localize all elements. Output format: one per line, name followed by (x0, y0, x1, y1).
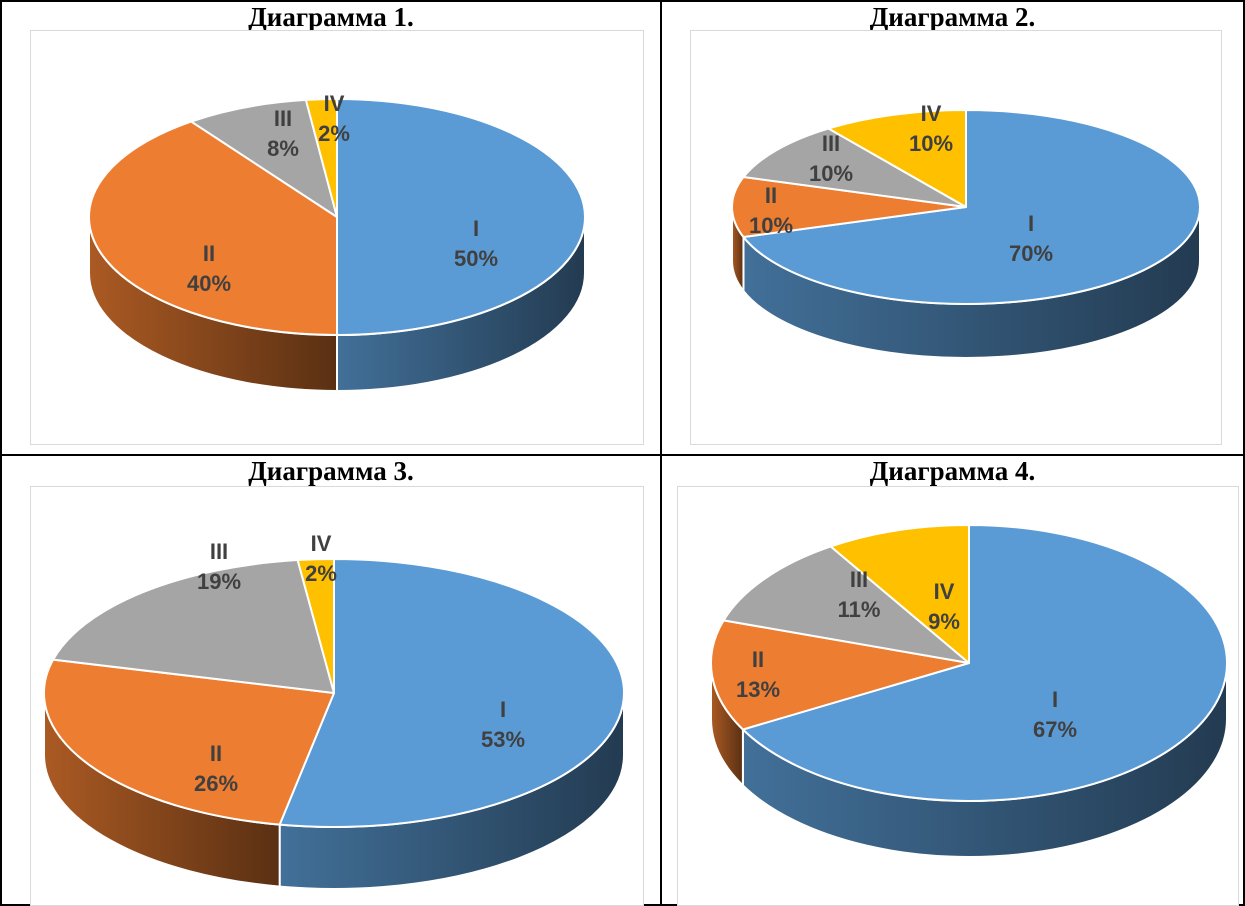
slice-value-label: 26% (194, 771, 238, 796)
slice-value-label: 67% (1033, 717, 1077, 742)
pie-slice-IV (827, 109, 967, 208)
slice-category-label: II (752, 647, 764, 672)
slice-category-label: IV (324, 91, 345, 116)
chart-cell-3: Диаграмма 3. I 53% II 26% III 19% IV 2% (2, 456, 660, 906)
pie-slice-II (43, 658, 335, 826)
chart-cell-2: Диаграмма 2. I 70% II 10% III 10% IV 10% (662, 2, 1243, 454)
pie-chart-3: I 53% II 26% III 19% IV 2% (43, 531, 625, 890)
slice-value-label: 70% (1009, 241, 1053, 266)
grid-line-right (1243, 0, 1245, 906)
slice-value-label: 10% (749, 213, 793, 238)
pie-slice-I (336, 98, 586, 336)
slice-category-label: III (274, 106, 292, 131)
slice-category-label: IV (311, 531, 332, 556)
pie-slice-III (52, 559, 335, 694)
slice-value-label: 9% (928, 609, 960, 634)
pie-slice-II (731, 176, 967, 238)
grid-line-top (0, 0, 1245, 2)
grid-line-left (0, 0, 2, 906)
slice-value-label: 2% (318, 121, 350, 146)
pie-slice-III (742, 127, 967, 208)
slice-category-label: I (500, 697, 506, 722)
pie-chart-2: I 70% II 10% III 10% IV 10% (731, 101, 1201, 359)
slice-category-label: IV (921, 101, 942, 126)
slice-value-label: 10% (809, 161, 853, 186)
chart-frame: I 50% II 40% III 8% IV 2% (30, 30, 644, 445)
chart-title: Диаграмма 2. (869, 2, 1036, 32)
slice-category-label: I (473, 216, 479, 241)
slice-category-label: III (850, 567, 868, 592)
slice-value-label: 2% (305, 561, 337, 586)
slice-value-label: 50% (454, 246, 498, 271)
pie-slice-II (88, 120, 338, 336)
pie-slice-IV (296, 558, 335, 694)
slice-value-label: 11% (838, 597, 881, 622)
slice-value-label: 40% (187, 271, 231, 296)
slice-value-label: 19% (197, 569, 241, 594)
pie-slice-I (742, 109, 1201, 305)
chart-title: Диаграмма 3. (248, 456, 414, 486)
slice-category-label: I (1052, 687, 1058, 712)
grid-line-middle-vertical (660, 0, 662, 906)
slice-category-label: I (1028, 211, 1034, 236)
pie-slice-II (710, 619, 970, 731)
pie-chart-4: I 67% II 13% III 11% IV 9% (710, 524, 1228, 858)
slice-value-label: 10% (909, 131, 953, 156)
pie-slice-IV (304, 98, 338, 218)
pie-slice-III (722, 545, 970, 664)
pie-slice-III (190, 98, 338, 218)
chart-cell-4: Диаграмма 4. I 67% II 13% III 11% IV 9% (662, 456, 1243, 906)
chart-frame: I 67% II 13% III 11% IV 9% (677, 486, 1239, 906)
pie-slice-IV (829, 524, 970, 664)
pie-chart-1: I 50% II 40% III 8% IV 2% (88, 91, 586, 393)
slice-category-label: II (203, 241, 215, 266)
chart-title: Диаграмма 1. (248, 2, 414, 32)
grid-line-middle-horizontal (0, 454, 1245, 456)
slice-value-label: 8% (267, 136, 299, 161)
slice-category-label: II (765, 183, 777, 208)
slice-category-label: III (210, 539, 228, 564)
slice-value-label: 13% (736, 677, 780, 702)
chart-cell-1: Диаграмма 1. I 50% II 40% III 8% IV 2% (2, 2, 660, 454)
slice-category-label: III (822, 131, 840, 156)
chart-title: Диаграмма 4. (869, 456, 1036, 486)
slice-category-label: IV (934, 579, 955, 604)
pie-slice-I (741, 524, 1228, 802)
slice-category-label: II (210, 741, 222, 766)
slice-value-label: 53% (481, 727, 525, 752)
pie-slice-I (278, 558, 625, 828)
chart-frame: I 70% II 10% III 10% IV 10% (690, 30, 1222, 445)
chart-frame: I 53% II 26% III 19% IV 2% (30, 486, 644, 906)
